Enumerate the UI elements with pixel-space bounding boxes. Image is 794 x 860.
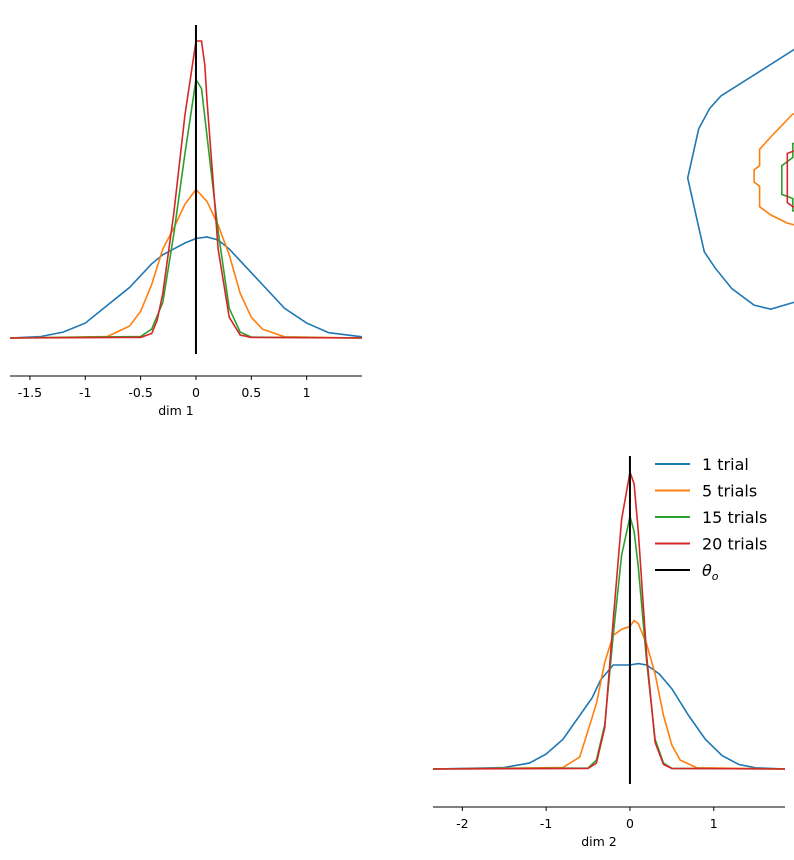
legend-label-symbol: θ <box>702 561 712 580</box>
x-tick-label: -1.5 <box>18 385 42 400</box>
x-axis-label: dim 1 <box>158 403 194 418</box>
marginal-dim2-panel: -2 -1 0 1 dim 2 <box>432 456 786 849</box>
series-line-15-trials <box>9 77 363 339</box>
contour-15-trials <box>781 142 794 212</box>
x-ticks: -1.5 -1 -0.5 0 0.5 1 <box>18 376 311 400</box>
series-line-1-trial <box>9 236 363 339</box>
x-ticks: -2 -1 0 1 <box>456 807 718 831</box>
contour-1-trial <box>686 48 794 311</box>
x-tick-label: -1 <box>540 816 552 831</box>
legend-label: 5 trials <box>702 482 757 501</box>
x-tick-label: -1 <box>79 385 91 400</box>
marginal-dim1-panel: -1.5 -1 -0.5 0 0.5 1 dim 1 <box>9 25 363 418</box>
legend-label: 1 trial <box>702 455 749 474</box>
contour-20-trials <box>786 150 794 208</box>
x-tick-label: 1 <box>303 385 311 400</box>
series-line-20-trials <box>9 40 363 339</box>
contour-5-trials <box>753 113 794 226</box>
series-line-1-trial <box>432 662 786 770</box>
legend-label: 20 trials <box>702 535 767 554</box>
series-line-20-trials <box>432 468 786 770</box>
series-line-5-trials <box>432 619 786 770</box>
x-tick-label: 0.5 <box>241 385 261 400</box>
series-layer <box>432 468 786 770</box>
x-tick-label: 1 <box>710 816 718 831</box>
x-tick-label: 0 <box>192 385 200 400</box>
joint-contour-panel <box>686 48 794 311</box>
series-line-15-trials <box>432 516 786 770</box>
x-tick-label: -0.5 <box>128 385 152 400</box>
series-layer <box>9 40 363 339</box>
x-tick-label: 0 <box>626 816 634 831</box>
x-axis-label: dim 2 <box>581 834 617 849</box>
series-line-5-trials <box>9 188 363 339</box>
legend-label: θo <box>702 561 719 583</box>
legend-label-subscript: o <box>712 570 719 583</box>
x-tick-label: -2 <box>456 816 468 831</box>
legend: 1 trial 5 trials 15 trials 20 trials θo <box>655 455 767 583</box>
legend-label: 15 trials <box>702 508 767 527</box>
contour-layer <box>686 48 794 311</box>
